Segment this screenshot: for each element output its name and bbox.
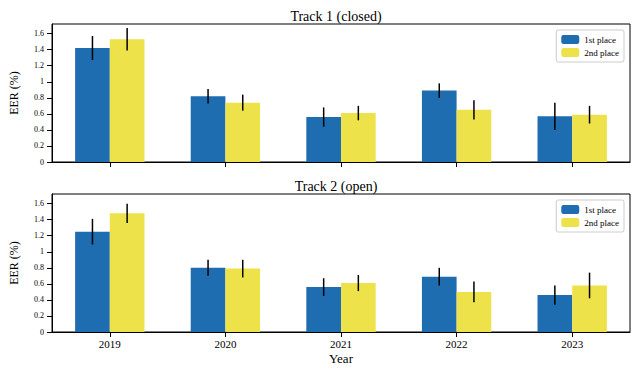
svg-text:0.6: 0.6	[34, 109, 44, 118]
svg-text:2019: 2019	[99, 338, 122, 350]
svg-text:0.2: 0.2	[34, 141, 44, 150]
svg-text:1.4: 1.4	[34, 45, 44, 54]
svg-text:2020: 2020	[214, 338, 237, 350]
svg-text:1.6: 1.6	[34, 199, 44, 208]
svg-text:2nd place: 2nd place	[584, 48, 619, 58]
svg-text:0: 0	[40, 328, 44, 337]
svg-text:0.8: 0.8	[34, 263, 44, 272]
svg-text:2023: 2023	[561, 338, 584, 350]
svg-text:1st place: 1st place	[584, 205, 616, 215]
svg-text:0.6: 0.6	[34, 279, 44, 288]
svg-text:1.2: 1.2	[34, 231, 44, 240]
svg-text:EER (%): EER (%)	[7, 71, 21, 115]
svg-text:EER (%): EER (%)	[7, 241, 21, 285]
svg-text:1.2: 1.2	[34, 61, 44, 70]
svg-text:1.6: 1.6	[34, 29, 44, 38]
svg-text:0.8: 0.8	[34, 93, 44, 102]
svg-text:Track 2 (open): Track 2 (open)	[295, 179, 378, 195]
svg-text:1st place: 1st place	[584, 35, 616, 45]
svg-text:0.4: 0.4	[34, 125, 44, 134]
svg-text:0.4: 0.4	[34, 295, 44, 304]
svg-text:0.2: 0.2	[34, 311, 44, 320]
svg-text:Track 1 (closed): Track 1 (closed)	[290, 9, 382, 25]
svg-text:1.4: 1.4	[34, 215, 44, 224]
svg-text:2021: 2021	[330, 338, 352, 350]
svg-text:1: 1	[40, 77, 44, 86]
svg-text:Year: Year	[329, 351, 354, 366]
svg-text:2nd place: 2nd place	[584, 218, 619, 228]
svg-text:2022: 2022	[446, 338, 468, 350]
svg-text:0: 0	[40, 158, 44, 167]
svg-text:1: 1	[40, 247, 44, 256]
